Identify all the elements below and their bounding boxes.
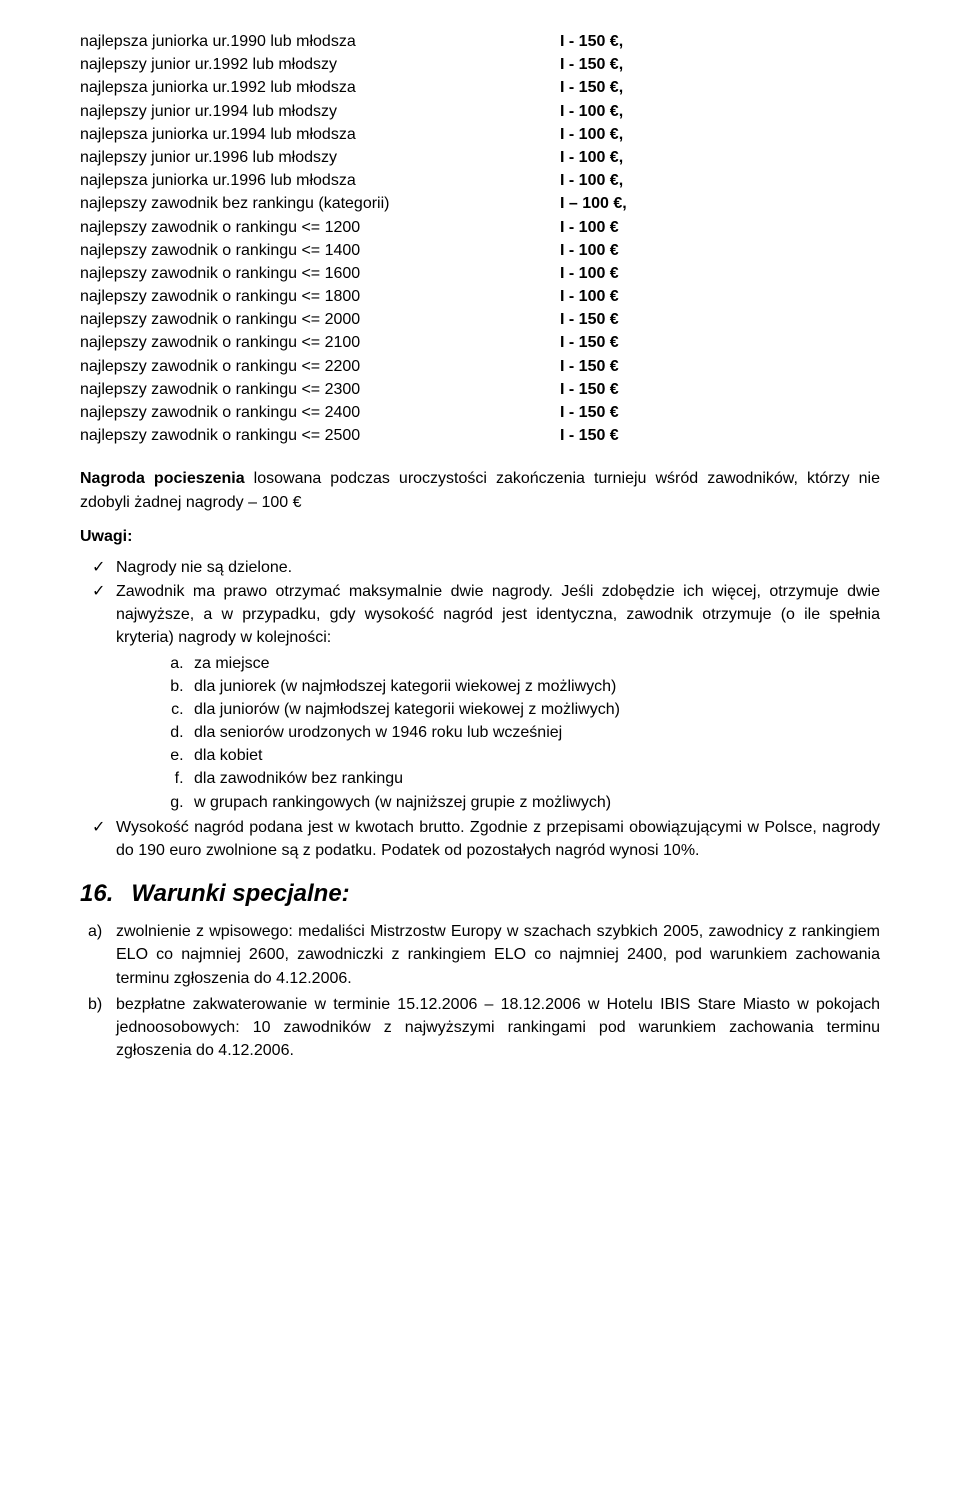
prize-category: najlepszy zawodnik o rankingu <= 1800 bbox=[80, 285, 560, 308]
prize-category: najlepszy zawodnik o rankingu <= 2100 bbox=[80, 331, 560, 354]
prize-category: najlepszy junior ur.1992 lub młodszy bbox=[80, 53, 560, 76]
list-item: w grupach rankingowych (w najniższej gru… bbox=[188, 791, 880, 814]
prize-category: najlepszy zawodnik o rankingu <= 1600 bbox=[80, 262, 560, 285]
prize-value: I - 100 €, bbox=[560, 146, 880, 169]
list-item: dla juniorek (w najmłodszej kategorii wi… bbox=[188, 675, 880, 698]
prize-value: I - 100 € bbox=[560, 285, 880, 308]
prize-category: najlepsza juniorka ur.1992 lub młodsza bbox=[80, 76, 560, 99]
list-item: a) zwolnienie z wpisowego: medaliści Mis… bbox=[116, 920, 880, 990]
notes-heading: Uwagi: bbox=[80, 528, 880, 546]
prize-values-col: I - 150 €, I - 150 €, I - 150 €, I - 100… bbox=[560, 30, 880, 447]
list-item: dla kobiet bbox=[188, 744, 880, 767]
sub-order-list: za miejsce dla juniorek (w najmłodszej k… bbox=[116, 652, 880, 814]
list-item: za miejsce bbox=[188, 652, 880, 675]
list-item: Zawodnik ma prawo otrzymać maksymalnie d… bbox=[116, 580, 880, 814]
prize-value: I - 100 € bbox=[560, 239, 880, 262]
list-marker: b) bbox=[88, 993, 102, 1016]
prize-value: I - 150 €, bbox=[560, 30, 880, 53]
prize-category: najlepszy junior ur.1996 lub młodszy bbox=[80, 146, 560, 169]
prize-category: najlepszy zawodnik o rankingu <= 1400 bbox=[80, 239, 560, 262]
section-heading: 16. Warunki specjalne: bbox=[80, 880, 880, 908]
prize-value: I - 100 €, bbox=[560, 169, 880, 192]
prize-categories-col: najlepsza juniorka ur.1990 lub młodsza n… bbox=[80, 30, 560, 447]
prize-value: I - 150 € bbox=[560, 401, 880, 424]
prize-value: I - 100 €, bbox=[560, 123, 880, 146]
list-item-text: bezpłatne zakwaterowanie w terminie 15.1… bbox=[116, 996, 880, 1059]
list-item: dla juniorów (w najmłodszej kategorii wi… bbox=[188, 698, 880, 721]
prize-category: najlepsza juniorka ur.1996 lub młodsza bbox=[80, 169, 560, 192]
prize-category: najlepszy junior ur.1994 lub młodszy bbox=[80, 100, 560, 123]
prize-category: najlepszy zawodnik o rankingu <= 2300 bbox=[80, 378, 560, 401]
prize-value: I - 150 € bbox=[560, 378, 880, 401]
list-item: dla zawodników bez rankingu bbox=[188, 767, 880, 790]
special-conditions-list: a) zwolnienie z wpisowego: medaliści Mis… bbox=[80, 920, 880, 1062]
prize-table: najlepsza juniorka ur.1990 lub młodsza n… bbox=[80, 30, 880, 447]
list-item-text: zwolnienie z wpisowego: medaliści Mistrz… bbox=[116, 923, 880, 986]
prize-value: I - 150 € bbox=[560, 355, 880, 378]
prize-value: I - 100 €, bbox=[560, 100, 880, 123]
prize-category: najlepszy zawodnik o rankingu <= 2000 bbox=[80, 308, 560, 331]
notes-list: Nagrody nie są dzielone. Zawodnik ma pra… bbox=[80, 556, 880, 862]
prize-category: najlepsza juniorka ur.1990 lub młodsza bbox=[80, 30, 560, 53]
prize-value: I – 100 €, bbox=[560, 192, 880, 215]
section-title: Warunki specjalne: bbox=[131, 880, 349, 908]
list-item: dla seniorów urodzonych w 1946 roku lub … bbox=[188, 721, 880, 744]
prize-category: najlepszy zawodnik o rankingu <= 2500 bbox=[80, 424, 560, 447]
list-item: b) bezpłatne zakwaterowanie w terminie 1… bbox=[116, 993, 880, 1063]
list-item: Nagrody nie są dzielone. bbox=[116, 556, 880, 579]
list-item-text: Zawodnik ma prawo otrzymać maksymalnie d… bbox=[116, 583, 880, 646]
prize-value: I - 150 € bbox=[560, 308, 880, 331]
prize-category: najlepszy zawodnik o rankingu <= 2400 bbox=[80, 401, 560, 424]
list-marker: a) bbox=[88, 920, 102, 943]
prize-value: I - 100 € bbox=[560, 216, 880, 239]
list-item: Wysokość nagród podana jest w kwotach br… bbox=[116, 816, 880, 862]
section-number: 16. bbox=[80, 880, 113, 908]
prize-category: najlepszy zawodnik o rankingu <= 2200 bbox=[80, 355, 560, 378]
prize-value: I - 100 € bbox=[560, 262, 880, 285]
prize-category: najlepsza juniorka ur.1994 lub młodsza bbox=[80, 123, 560, 146]
prize-value: I - 150 €, bbox=[560, 76, 880, 99]
prize-value: I - 150 € bbox=[560, 331, 880, 354]
prize-value: I - 150 €, bbox=[560, 53, 880, 76]
document-page: najlepsza juniorka ur.1990 lub młodsza n… bbox=[0, 0, 960, 1105]
prize-category: najlepszy zawodnik bez rankingu (kategor… bbox=[80, 192, 560, 215]
prize-category: najlepszy zawodnik o rankingu <= 1200 bbox=[80, 216, 560, 239]
prize-value: I - 150 € bbox=[560, 424, 880, 447]
consolation-bold: Nagroda pocieszenia bbox=[80, 470, 245, 487]
consolation-prize-text: Nagroda pocieszenia losowana podczas uro… bbox=[80, 467, 880, 513]
